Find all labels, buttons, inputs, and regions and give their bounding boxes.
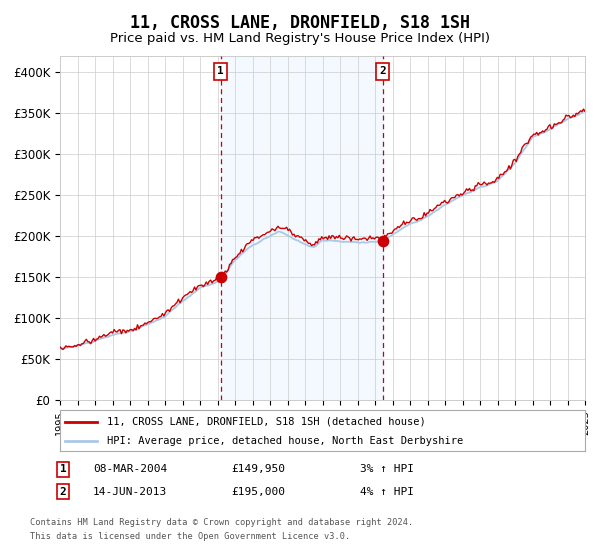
Bar [221, 56, 383, 400]
Point [378, 236, 388, 245]
Text: This data is licensed under the Open Government Licence v3.0.: This data is licensed under the Open Gov… [30, 532, 350, 541]
Text: 14-JUN-2013: 14-JUN-2013 [93, 487, 167, 497]
Point [216, 273, 226, 282]
Text: 2: 2 [59, 487, 67, 497]
Text: Contains HM Land Registry data © Crown copyright and database right 2024.: Contains HM Land Registry data © Crown c… [30, 519, 413, 528]
Text: 11, CROSS LANE, DRONFIELD, S18 1SH (detached house): 11, CROSS LANE, DRONFIELD, S18 1SH (deta… [107, 417, 426, 427]
Text: HPI: Average price, detached house, North East Derbyshire: HPI: Average price, detached house, Nort… [107, 436, 464, 446]
Text: 2: 2 [380, 67, 386, 77]
Text: 11, CROSS LANE, DRONFIELD, S18 1SH: 11, CROSS LANE, DRONFIELD, S18 1SH [130, 14, 470, 32]
Text: £195,000: £195,000 [231, 487, 285, 497]
Text: 4% ↑ HPI: 4% ↑ HPI [360, 487, 414, 497]
Text: 1: 1 [217, 67, 224, 77]
Text: 3% ↑ HPI: 3% ↑ HPI [360, 464, 414, 474]
Text: 1: 1 [59, 464, 67, 474]
Text: Price paid vs. HM Land Registry's House Price Index (HPI): Price paid vs. HM Land Registry's House … [110, 32, 490, 45]
Text: £149,950: £149,950 [231, 464, 285, 474]
Text: 08-MAR-2004: 08-MAR-2004 [93, 464, 167, 474]
